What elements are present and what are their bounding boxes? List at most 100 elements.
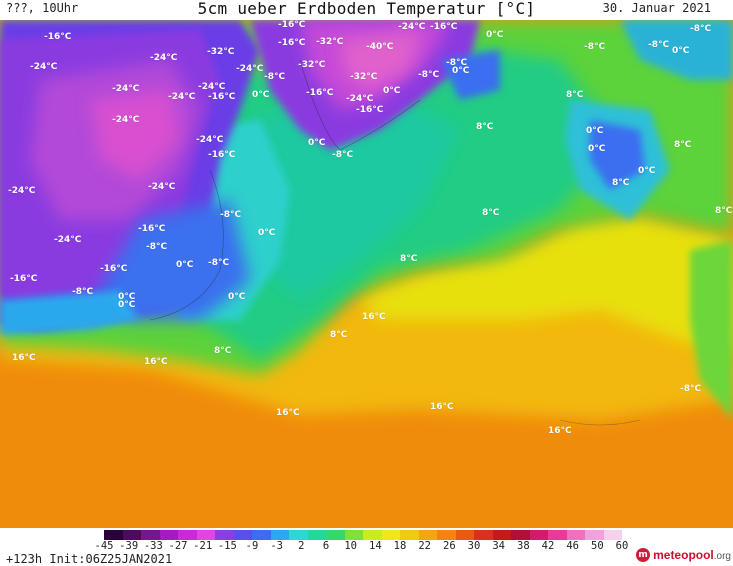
temp-label: -32°C [350,72,378,82]
scale-swatch [289,530,308,540]
temp-label: 8°C [476,122,494,132]
color-scale-bar [104,530,622,540]
temp-label: -8°C [72,287,94,297]
scale-tick-label: 6 [322,540,330,552]
temp-label: -8°C [418,70,440,80]
scale-swatch [344,530,363,540]
scale-swatch [418,530,437,540]
scale-swatch [159,530,178,540]
temp-label: -24°C [236,64,264,74]
temp-label: -24°C [148,182,176,192]
temp-label: 0°C [383,86,401,96]
temp-label: -8°C [332,150,354,160]
scale-tick-label: 18 [393,540,407,552]
scale-tick-label: -3 [270,540,283,552]
temp-label: 0°C [228,292,246,302]
scale-tick-label: -27 [168,540,188,552]
scale-swatch [252,530,271,540]
scale-swatch [363,530,382,540]
scale-tick-label: 38 [517,540,530,552]
temp-label: 8°C [674,140,692,150]
temp-label: -40°C [366,42,394,52]
scale-swatch [400,530,419,540]
scale-swatch [307,530,326,540]
header-bar: ???, 10Uhr 5cm ueber Erdboden Temperatur… [0,0,733,20]
temp-label: -8°C [146,242,168,252]
temp-label: -24°C [198,82,226,92]
temp-label: 0°C [252,90,270,100]
temp-label: 8°C [566,90,584,100]
temp-label: 16°C [548,426,572,436]
temp-label: -32°C [316,37,344,47]
temp-label: 16°C [144,357,168,367]
temp-label: -8°C [584,42,606,52]
temp-label: -24°C [54,235,82,245]
temp-label: 16°C [362,312,386,322]
temp-label: -24°C [30,62,58,72]
brand-text: meteopool.org [653,548,731,562]
scale-swatch [381,530,400,540]
scale-swatch [141,530,160,540]
temp-label: 8°C [400,254,418,264]
scale-swatch [196,530,215,540]
meteopool-logo-icon: m [636,548,651,562]
temp-label: -24°C [168,92,196,102]
temp-label: 8°C [612,178,630,188]
temp-label: -16°C [278,20,306,30]
scale-swatch [474,530,493,540]
brand-name: meteopool [653,548,714,562]
scale-swatch [270,530,289,540]
scale-swatch [122,530,141,540]
scale-tick-label: 22 [418,540,431,552]
scale-swatch [233,530,252,540]
temp-label: -24°C [346,94,374,104]
temp-label: 16°C [12,353,36,363]
valid-date: 30. Januar 2021 [602,1,711,15]
scale-swatch [215,530,234,540]
temperature-map: -16°C -24°C -24°C -32°C -16°C -32°C -40°… [0,20,733,528]
meteopool-brand[interactable]: m meteopool.org [636,548,731,562]
temp-label: -16°C [44,32,72,42]
temp-label: -16°C [208,150,236,160]
temp-label: -16°C [10,274,38,284]
temp-label: -24°C [112,115,140,125]
temp-label: -24°C [398,22,426,32]
scale-tick-label: 14 [369,540,382,552]
temp-label: -16°C [138,224,166,234]
temp-label: -8°C [690,24,712,34]
temp-label: 0°C [638,166,656,176]
run-time-label: ???, 10Uhr [6,1,79,15]
temp-label: 8°C [214,346,232,356]
scale-tick-label: 26 [443,540,456,552]
scale-tick-label: -9 [245,540,259,552]
temp-label: 16°C [430,402,454,412]
temp-label: 8°C [715,206,733,216]
temp-label: -24°C [8,186,36,196]
scale-swatch [492,530,511,540]
temp-label: -32°C [298,60,326,70]
temp-label: -24°C [112,84,140,94]
scale-tick-label: 10 [344,540,357,552]
temp-label: 0°C [176,260,194,270]
temp-label: -8°C [648,40,670,50]
color-scale-ticks: -45 -39 -33 -27 -21 -15 -9 -3 2 6 10 14 18 22 26 30 34 38… [95,540,629,554]
scale-swatch [529,530,548,540]
temp-label: -16°C [100,264,128,274]
temp-label: 8°C [482,208,500,218]
temp-label: 0°C [486,30,504,40]
temp-label: 0°C [586,126,604,136]
brand-tld: .org [713,551,731,562]
temp-label: -32°C [207,47,235,57]
temp-label: -8°C [446,58,468,68]
temp-label: 16°C [276,408,300,418]
temp-label: -8°C [264,72,286,82]
temp-label: -24°C [150,53,178,63]
scale-tick-label: 2 [298,540,305,552]
temp-label: -16°C [356,105,384,115]
temp-label: 0°C [672,46,690,56]
temp-label: 8°C [330,330,348,340]
scale-swatch [511,530,530,540]
scale-swatch [178,530,197,540]
temp-label: -8°C [680,384,702,394]
temp-label: 0°C [308,138,326,148]
